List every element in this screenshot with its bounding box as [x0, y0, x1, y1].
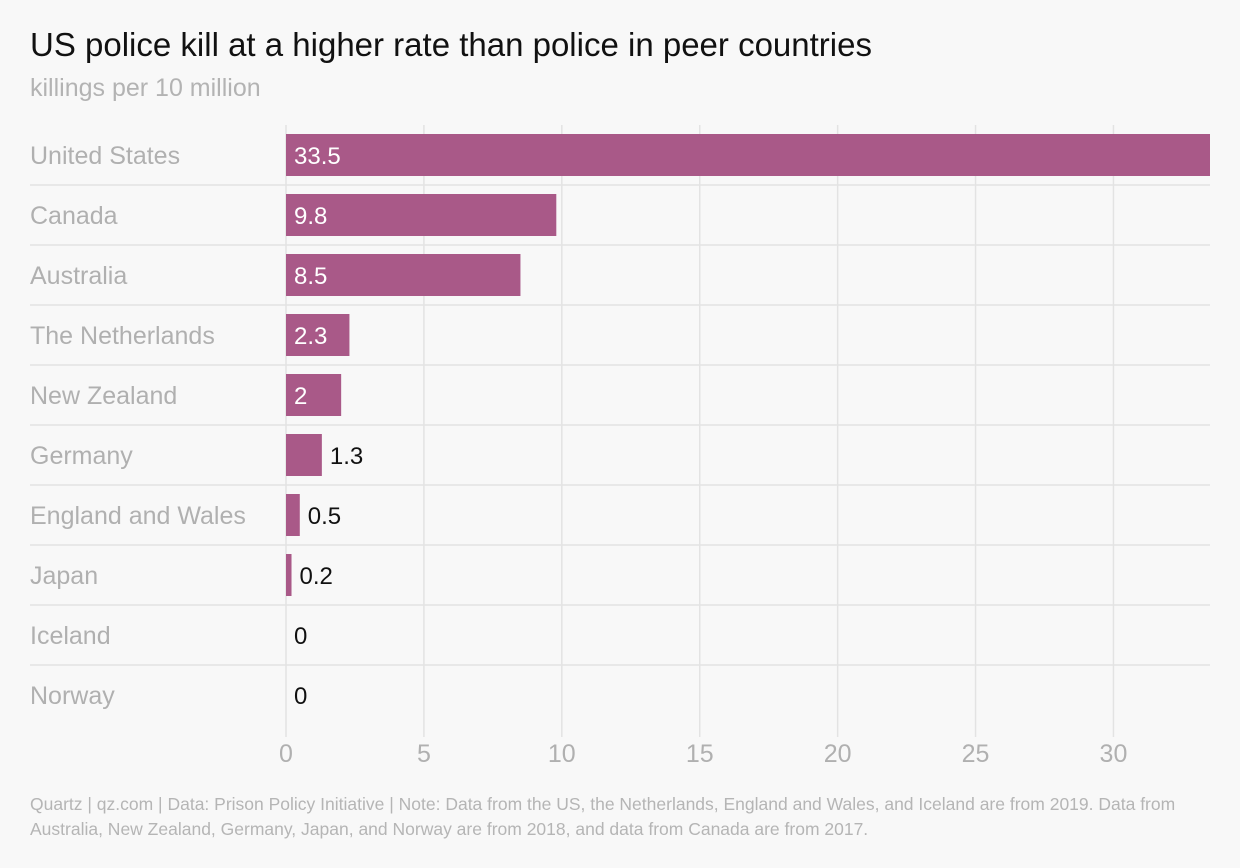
- x-tick-label: 10: [548, 740, 576, 768]
- chart-subtitle: killings per 10 million: [30, 74, 261, 102]
- category-label: Germany: [30, 442, 133, 470]
- x-tick-label: 5: [417, 740, 431, 768]
- category-label: New Zealand: [30, 382, 177, 410]
- x-tick-label: 15: [686, 740, 714, 768]
- value-label: 33.5: [294, 143, 341, 170]
- bar: [286, 554, 292, 596]
- category-label: Norway: [30, 682, 115, 710]
- source-note: Quartz | qz.com | Data: Prison Policy In…: [30, 794, 1176, 839]
- category-label: The Netherlands: [30, 322, 215, 350]
- category-label: Iceland: [30, 622, 111, 650]
- bar: [286, 254, 521, 296]
- value-label: 0: [294, 623, 307, 650]
- bar: [286, 434, 322, 476]
- bar: [286, 374, 342, 416]
- bar: [286, 494, 300, 536]
- category-label: Canada: [30, 202, 118, 230]
- bar: [286, 134, 1210, 176]
- bar: [286, 194, 557, 236]
- value-label: 2: [294, 383, 307, 410]
- bar: [286, 314, 350, 356]
- chart-title: US police kill at a higher rate than pol…: [30, 26, 872, 63]
- category-label: Japan: [30, 562, 98, 590]
- x-tick-label: 0: [279, 740, 293, 768]
- value-label: 8.5: [294, 263, 327, 290]
- category-label: United States: [30, 142, 180, 170]
- value-label: 0.2: [300, 563, 333, 590]
- value-label: 1.3: [330, 443, 363, 470]
- category-label: Australia: [30, 262, 127, 290]
- value-label: 0: [294, 683, 307, 710]
- value-label: 9.8: [294, 203, 327, 230]
- value-label: 0.5: [308, 503, 341, 530]
- x-tick-label: 25: [962, 740, 990, 768]
- category-label: England and Wales: [30, 502, 246, 530]
- x-tick-label: 30: [1100, 740, 1128, 768]
- x-tick-label: 20: [824, 740, 852, 768]
- value-label: 2.3: [294, 323, 327, 350]
